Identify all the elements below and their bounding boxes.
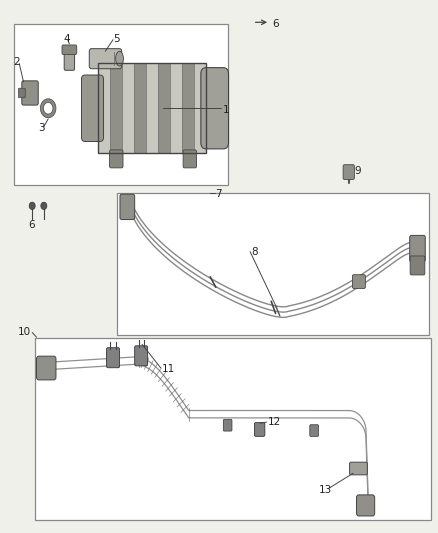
FancyBboxPatch shape — [254, 423, 265, 437]
Text: 9: 9 — [354, 166, 360, 175]
Bar — [98, 63, 206, 153]
Text: 5: 5 — [113, 34, 120, 44]
Text: 10: 10 — [18, 327, 31, 337]
Text: 7: 7 — [215, 189, 222, 199]
FancyBboxPatch shape — [353, 274, 365, 288]
Text: 6: 6 — [272, 19, 279, 29]
Circle shape — [41, 202, 47, 209]
FancyBboxPatch shape — [134, 346, 148, 366]
FancyBboxPatch shape — [106, 348, 120, 368]
FancyBboxPatch shape — [62, 45, 77, 54]
FancyBboxPatch shape — [201, 68, 229, 149]
Bar — [122, 63, 134, 153]
Bar — [98, 63, 110, 153]
Ellipse shape — [116, 51, 124, 66]
Bar — [117, 192, 429, 335]
Bar — [110, 63, 122, 153]
FancyBboxPatch shape — [357, 495, 374, 516]
FancyBboxPatch shape — [343, 165, 354, 180]
Text: 3: 3 — [38, 123, 45, 133]
Bar — [158, 63, 170, 153]
FancyBboxPatch shape — [350, 462, 367, 475]
FancyBboxPatch shape — [223, 419, 232, 431]
Text: 13: 13 — [318, 484, 332, 495]
FancyBboxPatch shape — [81, 75, 103, 141]
Bar — [146, 63, 158, 153]
FancyBboxPatch shape — [120, 194, 134, 220]
Text: 12: 12 — [268, 417, 282, 427]
FancyBboxPatch shape — [89, 49, 122, 69]
Bar — [194, 63, 206, 153]
FancyBboxPatch shape — [110, 150, 123, 168]
FancyBboxPatch shape — [22, 81, 38, 105]
FancyBboxPatch shape — [64, 49, 74, 70]
FancyBboxPatch shape — [410, 236, 425, 262]
FancyBboxPatch shape — [18, 88, 25, 98]
Text: 8: 8 — [251, 247, 258, 257]
Text: 2: 2 — [14, 57, 20, 67]
Circle shape — [29, 202, 35, 209]
Bar — [14, 24, 228, 185]
Bar — [134, 63, 146, 153]
Bar — [182, 63, 194, 153]
Text: 4: 4 — [64, 34, 70, 44]
FancyBboxPatch shape — [410, 256, 425, 275]
Text: 1: 1 — [223, 105, 229, 115]
Bar — [35, 338, 431, 520]
FancyBboxPatch shape — [310, 425, 318, 437]
FancyBboxPatch shape — [183, 150, 197, 168]
Text: 11: 11 — [162, 364, 175, 374]
Text: 6: 6 — [29, 220, 35, 230]
Bar — [170, 63, 182, 153]
FancyBboxPatch shape — [36, 356, 56, 380]
